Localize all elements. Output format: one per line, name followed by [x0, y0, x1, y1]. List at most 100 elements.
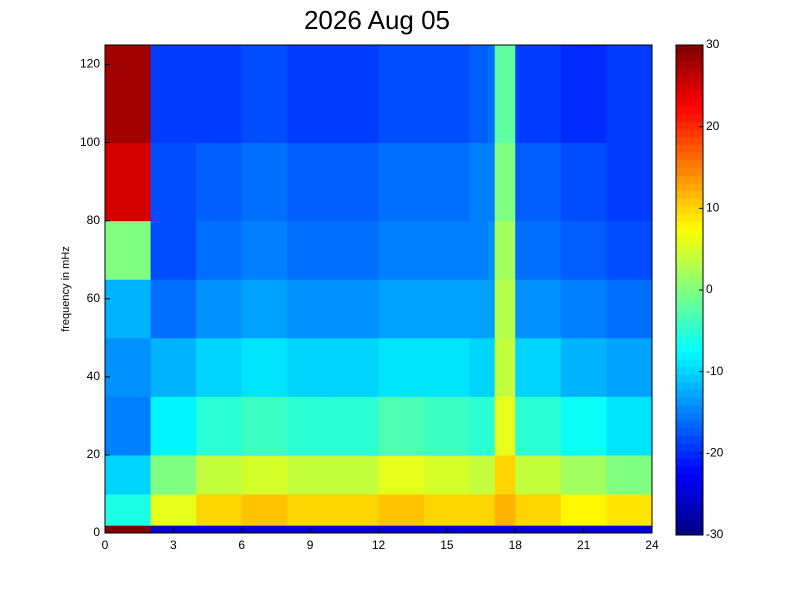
heatmap-cell — [494, 525, 516, 534]
heatmap-cell — [287, 45, 334, 144]
heatmap-cell — [515, 454, 562, 495]
heatmap-cell — [487, 493, 496, 526]
colorbar-segment — [676, 228, 703, 237]
colorbar-segment — [676, 83, 703, 92]
colorbar-segment — [676, 274, 703, 283]
heatmap-cell — [487, 454, 496, 495]
x-tick-label: 9 — [307, 538, 314, 552]
chart-title: 2026 Aug 05 — [304, 5, 450, 35]
colorbar-segment — [676, 144, 703, 153]
colorbar-segment — [676, 328, 703, 337]
heatmap-cell — [469, 493, 489, 526]
heatmap-cell — [424, 493, 471, 526]
colorbar-segment — [676, 458, 703, 467]
colorbar-segment — [676, 435, 703, 444]
colorbar-segment — [676, 420, 703, 429]
heatmap-cell — [196, 220, 243, 280]
heatmap-cell — [515, 279, 562, 339]
colorbar-segment — [676, 335, 703, 345]
colorbar-segment — [676, 75, 703, 84]
heatmap-cell — [150, 396, 197, 456]
heatmap-cell — [469, 337, 489, 397]
heatmap-cell — [378, 45, 425, 144]
heatmap-cell — [487, 279, 496, 339]
colorbar-segment — [676, 427, 703, 436]
heatmap-cell — [515, 337, 562, 397]
heatmap-cell — [560, 396, 607, 456]
colorbar-tick-label: 10 — [706, 201, 720, 215]
heatmap-cell — [378, 396, 425, 456]
heatmap-cell — [105, 142, 152, 222]
heatmap-cell — [196, 525, 243, 534]
heatmap-cell — [469, 525, 489, 534]
heatmap-cell — [469, 45, 489, 144]
x-tick-label: 6 — [238, 538, 245, 552]
colorbar-segment — [676, 90, 703, 100]
heatmap-cell — [424, 142, 471, 222]
colorbar-segment — [676, 205, 703, 214]
heatmap-cell — [378, 493, 425, 526]
heatmap-cell — [332, 396, 379, 456]
heatmap-cell — [105, 45, 152, 144]
y-tick-label: 100 — [80, 135, 100, 149]
x-tick-label: 15 — [440, 538, 454, 552]
heatmap-cell — [424, 454, 471, 495]
x-tick-label: 24 — [645, 538, 659, 552]
heatmap-cell — [469, 220, 489, 280]
colorbar-segment — [676, 519, 703, 528]
heatmap-cell — [287, 142, 334, 222]
heatmap-cell — [424, 220, 471, 280]
heatmap-cell — [487, 220, 496, 280]
heatmap-cell — [606, 396, 653, 456]
heatmap-cell — [241, 525, 288, 534]
y-tick-label: 20 — [87, 447, 101, 461]
heatmap-cell — [494, 279, 516, 339]
heatmap-cell — [378, 220, 425, 280]
colorbar-segment — [676, 60, 703, 69]
colorbar-segment — [676, 182, 703, 191]
heatmap-cell — [332, 337, 379, 397]
colorbar-tick-label: -30 — [706, 527, 724, 541]
y-axis-label: frequency in mHz — [60, 246, 72, 332]
colorbar-segment — [676, 106, 703, 115]
heatmap-cell — [105, 493, 152, 526]
heatmap-cell — [469, 454, 489, 495]
colorbar-segment — [676, 412, 703, 421]
heatmap-cell — [241, 454, 288, 495]
heatmap-cell — [150, 142, 197, 222]
colorbar-segment — [676, 443, 703, 452]
heatmap-cell — [494, 142, 516, 222]
colorbar-segment — [676, 221, 703, 230]
heatmap-cell — [378, 279, 425, 339]
heatmap-cell — [196, 493, 243, 526]
heatmap-cell — [469, 279, 489, 339]
heatmap-cell — [424, 396, 471, 456]
colorbar-segment — [676, 404, 703, 413]
heatmap-cell — [287, 279, 334, 339]
heatmap-cell — [424, 45, 471, 144]
heatmap-cell — [332, 493, 379, 526]
colorbar-segment — [676, 52, 703, 61]
colorbar-segment — [676, 397, 703, 406]
heatmap-cell — [424, 337, 471, 397]
heatmap-cell — [287, 337, 334, 397]
heatmap-cell — [378, 142, 425, 222]
heatmap-cell — [105, 454, 152, 495]
heatmap-cell — [241, 220, 288, 280]
colorbar-segment — [676, 113, 703, 123]
colorbar-segment — [676, 213, 703, 222]
colorbar-tick-label: 20 — [706, 119, 720, 133]
heatmap-cell — [515, 525, 562, 534]
heatmap-cell — [487, 525, 496, 534]
heatmap-cell — [196, 337, 243, 397]
heatmap-cell — [560, 493, 607, 526]
x-tick-label: 18 — [509, 538, 523, 552]
heatmap-cell — [494, 454, 516, 495]
colorbar-segment — [676, 167, 703, 176]
y-tick-label: 0 — [93, 525, 100, 539]
heatmap-cell — [515, 142, 562, 222]
colorbar-segment — [676, 297, 703, 306]
heatmap-cell — [196, 45, 243, 144]
heatmap-cell — [560, 45, 607, 144]
